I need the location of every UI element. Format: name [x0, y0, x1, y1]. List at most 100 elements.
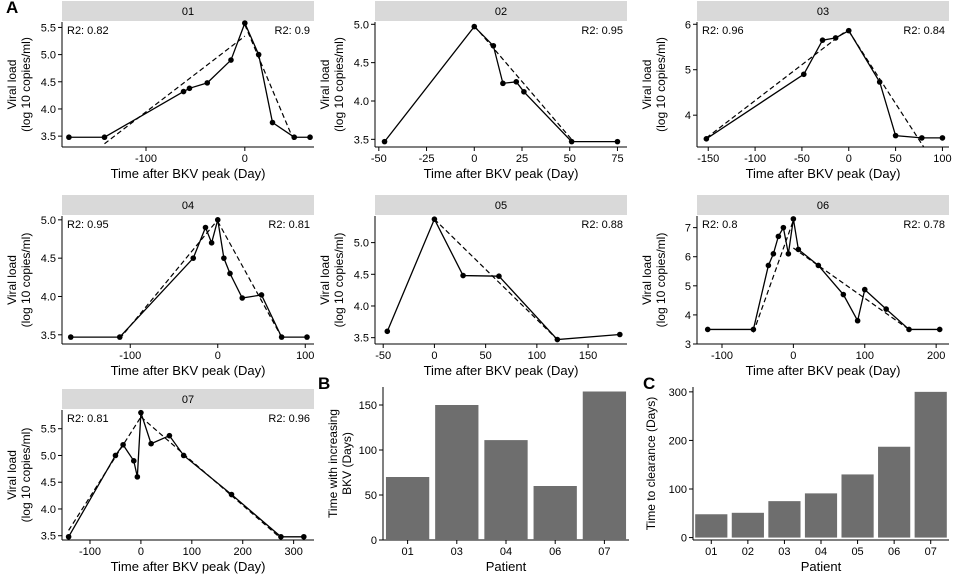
facet-05-y-tick-label: 5.0: [354, 238, 369, 250]
facet-06-r2-decline: R2: 0.78: [903, 219, 945, 231]
facet-05-fit-decline: [433, 218, 558, 340]
facet-06-data-point: [861, 286, 868, 293]
facet-01-data-point: [307, 134, 313, 141]
facet-05-x-tick-label: 50: [480, 350, 492, 362]
facet-06-y-axis-title-line1: Viral load: [640, 255, 654, 305]
facet-02-x-axis-title: Time after BKV peak (Day): [424, 166, 579, 181]
facet-02-data-point: [381, 138, 388, 145]
facet-07-y-tick-label: 3.5: [41, 531, 56, 543]
facet-04-data-point: [67, 334, 74, 340]
facet-04-series-line: [70, 219, 307, 338]
facet-03-x-tick-label: 100: [933, 153, 951, 165]
facet-05-x-axis-title: Time after BKV peak (Day): [424, 363, 579, 378]
facet-06-y-tick-label: 4: [685, 310, 691, 322]
facet-01-strip-label: 01: [182, 6, 194, 18]
facet-07-data-point: [180, 452, 187, 459]
facet-04-x-tick-label: -100: [119, 350, 141, 362]
facet-01-r2-rise: R2: 0.82: [67, 25, 109, 37]
facet-01-x-tick-label: 0: [242, 153, 248, 165]
facet-03-x-tick-label: -150: [697, 153, 719, 165]
facet-03-data-point: [876, 79, 883, 85]
facet-04-data-point: [202, 224, 209, 231]
facet-06-strip-label: 06: [817, 200, 829, 212]
panel-b-bar-01: [385, 477, 430, 540]
facet-05-data-point: [384, 328, 391, 335]
panel-c-bar-03: [768, 501, 801, 538]
panel-b-y-tick-label: 50: [365, 490, 377, 502]
panel-c-y-tick-label: 100: [669, 484, 687, 496]
panel-b-bar-04: [484, 440, 528, 540]
facet-02-data-point: [513, 79, 520, 85]
facet-03-x-tick-label: -50: [794, 153, 810, 165]
facet-02-data-point: [521, 88, 527, 95]
facet-06-data-point: [854, 317, 861, 324]
facet-02-fit-decline: [473, 25, 575, 143]
facet-05-r2-decline: R2: 0.88: [581, 219, 623, 231]
facet-05-data-point: [554, 336, 561, 343]
facet-05-data-point: [431, 216, 438, 222]
facet-03-y-tick-label: 4: [685, 110, 691, 122]
facet-07-r2-decline: R2: 0.96: [268, 413, 310, 425]
facet-03-data-point: [939, 135, 946, 141]
facet-04-r2-rise: R2: 0.95: [67, 219, 109, 231]
facet-03-data-point: [819, 37, 826, 43]
facet-01-data-point: [186, 85, 193, 92]
facet-02-data-point: [568, 138, 575, 145]
panel-c-y-tick-label: 200: [669, 435, 687, 447]
facet-01-data-point: [242, 20, 248, 26]
facet-03-strip: [697, 1, 949, 21]
facet-04-y-tick-label: 4.0: [41, 291, 56, 303]
facet-02-x-tick-label: 75: [611, 153, 623, 165]
facet-05-y-tick-label: 3.5: [354, 333, 369, 345]
facet-02-r2-decline: R2: 0.95: [581, 25, 623, 37]
facet-07-data-point: [112, 452, 119, 459]
panel-b-x-tick-label: 07: [598, 546, 610, 558]
panel-c-y-tick-label: 0: [681, 533, 687, 545]
facet-03-fit-rise: [706, 28, 850, 139]
panel-c-bar-02: [731, 512, 764, 538]
facet-05-data-point: [617, 331, 623, 338]
facet-02-y-tick-label: 4.5: [354, 58, 369, 70]
facet-07-data-point: [120, 441, 126, 448]
facet-05-x-tick-label: 100: [528, 350, 546, 362]
facet-07-y-tick-label: 5.0: [41, 450, 56, 462]
panel-c-x-axis-title: Patient: [801, 559, 842, 574]
facet-06-data-point: [815, 262, 822, 269]
facet-03-data-point: [800, 71, 807, 78]
facet-06-r2-rise: R2: 0.8: [702, 219, 737, 231]
facet-07-data-point: [130, 458, 137, 464]
facet-04-data-point: [214, 217, 221, 223]
facet-01-data-point: [269, 119, 276, 126]
panel-c-y-axis-title: Time to clearance (Days): [644, 397, 658, 531]
facet-01-y-tick-label: 4.0: [41, 104, 56, 116]
panel-c-bar-01: [695, 514, 728, 538]
panel-b-y-tick-label: 0: [371, 535, 377, 547]
facet-04-y-axis-title-line1: Viral load: [5, 255, 19, 305]
panel-c-x-tick-label: 06: [888, 546, 900, 558]
facet-03-x-tick-label: 0: [846, 153, 852, 165]
facet-07-x-tick-label: -100: [79, 546, 101, 558]
facet-01-data-point: [291, 134, 298, 141]
facet-03-data-point: [832, 35, 839, 41]
facet-01-y-axis-title-line1: Viral load: [5, 60, 19, 110]
facet-03-y-tick-label: 5: [685, 65, 691, 77]
facet-06-data-point: [750, 326, 757, 333]
facet-07-data-point: [278, 533, 284, 540]
facet-04-fit-decline: [217, 221, 283, 338]
facet-02-data-point: [614, 138, 621, 145]
facet-03-data-point: [703, 136, 710, 142]
panel-label-c: C: [643, 374, 656, 393]
facet-02-y-tick-label: 5.0: [354, 19, 369, 31]
facet-01-strip: [62, 1, 314, 21]
facet-07-y-axis-title-line1: Viral load: [5, 450, 19, 500]
panel-b-y-tick-label: 150: [359, 400, 377, 412]
facet-04-x-axis-title: Time after BKV peak (Day): [111, 363, 266, 378]
facet-04-y-tick-label: 3.5: [41, 330, 56, 342]
facet-01-r2-decline: R2: 0.9: [275, 25, 310, 37]
panel-b-x-tick-label: 06: [549, 546, 561, 558]
facet-06-data-point: [906, 326, 912, 333]
panel-c-x-tick-label: 02: [742, 546, 754, 558]
facet-06-y-axis-title-line2: (log 10 copies/ml): [654, 233, 668, 328]
facet-02-strip: [375, 1, 627, 21]
